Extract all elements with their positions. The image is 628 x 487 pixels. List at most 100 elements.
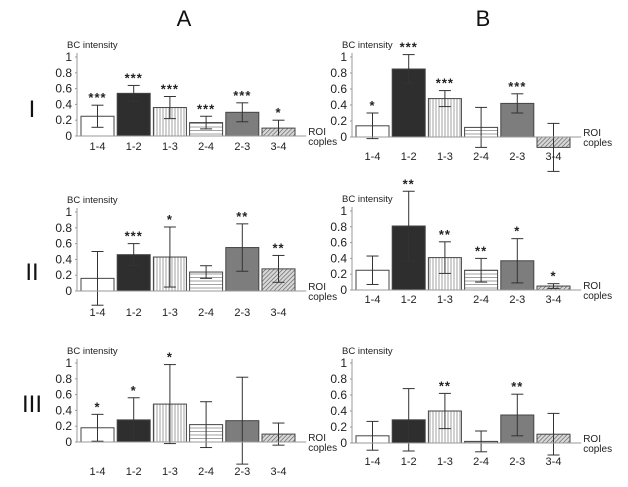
significance-label: *	[167, 212, 173, 227]
y-tick-label: 0.4	[55, 97, 72, 111]
x-tick-label: 1-2	[401, 294, 417, 306]
y-tick-label: 0.6	[55, 388, 72, 402]
column-label-b: B	[476, 6, 491, 31]
bar-1-2	[116, 92, 151, 137]
y-tick-label: 0.4	[330, 98, 347, 112]
y-tick-label: 0.8	[55, 221, 72, 235]
y-tick-label: 0.2	[330, 267, 347, 281]
significance-label: **	[439, 378, 451, 393]
x-tick-label: 2-3	[234, 307, 250, 319]
significance-label: ***	[197, 101, 215, 116]
x-tick-label: 1-3	[162, 307, 178, 319]
y-tick-label: 0.8	[330, 372, 347, 386]
significance-label: *	[275, 105, 281, 120]
y-axis-label: BC intensity	[67, 195, 118, 206]
x-tick-label: 3-4	[271, 307, 287, 319]
y-axis-label: BC intensity	[342, 346, 393, 357]
panel-b-i: BC intensity 0 0.2 0.4 0.6 0.8 1 * 1-4 *** 1-2 *** 1…	[330, 40, 612, 172]
x-tick-label: 2-3	[509, 151, 525, 163]
significance-label: ***	[436, 76, 454, 91]
y-tick-label: 0.8	[330, 220, 347, 234]
x-tick-label: 1-2	[126, 141, 142, 153]
y-tick-label: 0.6	[330, 82, 347, 96]
significance-label: *	[550, 269, 556, 284]
x-axis-label: coples	[583, 291, 612, 302]
x-tick-label: 1-4	[365, 456, 381, 468]
y-tick-label: 0.6	[55, 237, 72, 251]
x-tick-label: 3-4	[271, 141, 287, 153]
x-tick-label: 2-4	[473, 151, 489, 163]
y-tick-label: 0	[340, 283, 347, 297]
significance-label: ***	[125, 229, 143, 244]
y-tick-label: 0.4	[55, 252, 72, 266]
significance-label: *	[167, 350, 173, 365]
y-tick-label: 1	[340, 50, 347, 64]
y-tick-label: 0.2	[55, 419, 72, 433]
y-tick-label: 0.4	[330, 251, 347, 265]
x-axis-label: ROI	[583, 281, 601, 292]
panel-a-ii: BC intensity 0 0.2 0.40.6 0.8 1 1-4 *** 1-2 * 1-3 2…	[55, 195, 337, 319]
significance-label: *	[514, 224, 520, 239]
x-tick-label: 1-4	[90, 141, 106, 153]
y-tick-label: 0	[65, 435, 72, 449]
y-tick-label: 0.2	[55, 268, 72, 282]
significance-label: **	[403, 176, 415, 191]
significance-label: *	[369, 98, 375, 113]
significance-label: ***	[508, 79, 526, 94]
x-tick-label: 1-3	[162, 141, 178, 153]
y-tick-label: 0.8	[55, 372, 72, 386]
y-tick-label: 0.6	[55, 82, 72, 96]
x-tick-label: 3-4	[546, 294, 562, 306]
y-tick-label: 0.6	[330, 236, 347, 250]
y-tick-label: 0.2	[330, 420, 347, 434]
x-tick-label: 2-4	[198, 141, 214, 153]
x-tick-label: 1-2	[401, 456, 417, 468]
x-axis-label: coples	[308, 292, 337, 303]
x-tick-label: 2-3	[509, 294, 525, 306]
x-tick-label: 2-4	[473, 456, 489, 468]
x-axis-label: coples	[583, 138, 612, 149]
x-tick-label: 2-4	[198, 466, 214, 478]
significance-label: *	[131, 383, 137, 398]
y-axis-label: BC intensity	[342, 194, 393, 205]
y-tick-label: 0	[340, 436, 347, 450]
significance-label: ***	[161, 82, 179, 97]
y-tick-label: 0.2	[55, 113, 72, 127]
x-axis-label: ROI	[583, 128, 601, 139]
x-tick-label: 1-2	[126, 466, 142, 478]
significance-label: *	[94, 399, 100, 414]
y-tick-label: 1	[340, 356, 347, 370]
significance-label: **	[475, 243, 487, 258]
y-tick-label: 0	[65, 129, 72, 143]
y-tick-label: 0.4	[55, 403, 72, 417]
x-tick-label: 3-4	[271, 466, 287, 478]
x-tick-label: 1-4	[365, 151, 381, 163]
significance-label: ***	[125, 70, 143, 85]
x-axis-label: ROI	[308, 433, 326, 444]
significance-label: **	[439, 227, 451, 242]
x-tick-label: 2-3	[234, 466, 250, 478]
x-tick-label: 1-2	[126, 307, 142, 319]
x-axis-label: ROI	[308, 282, 326, 293]
x-axis-label: ROI	[308, 127, 326, 138]
row-label-i: I	[29, 96, 36, 123]
x-axis-label: coples	[583, 444, 612, 455]
y-axis-label: BC intensity	[67, 40, 118, 51]
row-label-ii: II	[25, 259, 38, 286]
x-tick-label: 2-4	[473, 294, 489, 306]
x-tick-label: 1-3	[437, 151, 453, 163]
x-tick-label: 2-3	[509, 456, 525, 468]
x-axis-label: coples	[308, 443, 337, 454]
x-tick-label: 1-4	[365, 294, 381, 306]
y-tick-label: 0.6	[330, 388, 347, 402]
y-tick-label: 0.4	[330, 404, 347, 418]
panel-b-ii: BC intensity00.20.40.60.811-4**1-2**1-3*…	[330, 176, 612, 306]
x-axis-label: ROI	[583, 434, 601, 445]
x-tick-label: 1-4	[90, 466, 106, 478]
x-tick-label: 1-3	[162, 466, 178, 478]
y-tick-label: 1	[65, 205, 72, 219]
y-tick-label: 0	[340, 130, 347, 144]
y-tick-label: 0.2	[330, 114, 347, 128]
panel-a-iii: BC intensity 0 0.2 0.40.6 0.8 1 * 1-4 * 1-2 * 1-3 2-…	[55, 346, 337, 478]
